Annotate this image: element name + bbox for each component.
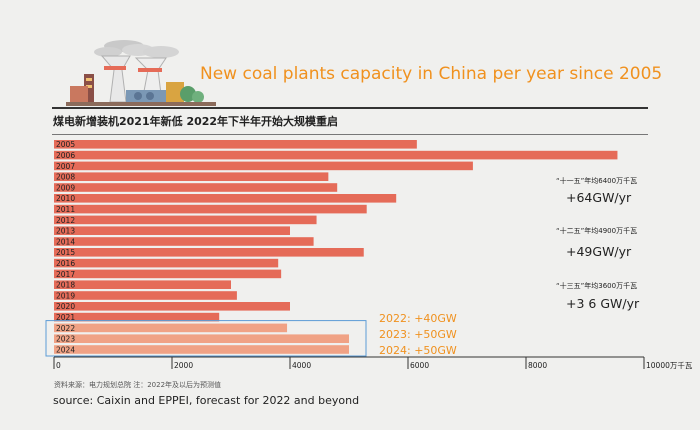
bar-2011 bbox=[54, 204, 367, 214]
forecast-2022-label: 2022: +40GW bbox=[379, 312, 457, 325]
bar-label-2019: 2019 bbox=[56, 291, 75, 300]
bar-label-2008: 2008 bbox=[56, 173, 75, 182]
bar-2022 bbox=[54, 323, 288, 333]
bar-label-2012: 2012 bbox=[56, 216, 75, 225]
bar-2013 bbox=[54, 226, 290, 235]
power-plant-illustration bbox=[66, 40, 216, 106]
plan-11-label-cn: “十一五”年均6400万千瓦 bbox=[556, 177, 638, 185]
x-tick-label-10000: 10000万千瓦 bbox=[646, 360, 693, 370]
plan-13-label-en: +3 6 GW/yr bbox=[566, 296, 640, 311]
bar-2008 bbox=[54, 172, 329, 181]
x-tick-label-0: 0 bbox=[56, 361, 61, 370]
bar-2010 bbox=[54, 194, 397, 203]
bar-label-2020: 2020 bbox=[56, 302, 75, 311]
bar-label-2015: 2015 bbox=[56, 248, 75, 257]
bar-2021 bbox=[54, 312, 220, 322]
bar-2005 bbox=[54, 140, 417, 149]
footnote-cn: 资料来源：电力规划总院 注：2022年及以后为预测值 bbox=[54, 381, 222, 389]
bar-label-2009: 2009 bbox=[56, 183, 75, 192]
bar-label-2010: 2010 bbox=[56, 194, 75, 203]
bar-2014 bbox=[54, 237, 314, 246]
bar-2020 bbox=[54, 302, 290, 311]
plan-12-label-en: +49GW/yr bbox=[566, 244, 632, 259]
plan-13-label-cn: “十三五”年均3600万千瓦 bbox=[556, 282, 638, 290]
bar-label-2006: 2006 bbox=[56, 151, 75, 160]
bar-2024 bbox=[54, 345, 349, 354]
bar-label-2018: 2018 bbox=[56, 281, 75, 290]
source-note: source: Caixin and EPPEI, forecast for 2… bbox=[53, 394, 360, 407]
bar-label-2007: 2007 bbox=[56, 162, 75, 171]
bar-label-2011: 2011 bbox=[56, 205, 75, 214]
bar-2019 bbox=[54, 291, 237, 300]
forecast-2024-label: 2024: +50GW bbox=[379, 344, 457, 357]
bar-label-2016: 2016 bbox=[56, 259, 75, 268]
bar-2018 bbox=[54, 280, 231, 289]
bar-label-2024: 2024 bbox=[56, 345, 75, 354]
bar-2007 bbox=[54, 161, 473, 171]
bar-2012 bbox=[54, 215, 317, 225]
bar-2017 bbox=[54, 269, 282, 279]
x-tick-label-8000: 8000 bbox=[528, 361, 547, 370]
forecast-2023-label: 2023: +50GW bbox=[379, 328, 457, 341]
bar-label-2022: 2022 bbox=[56, 324, 75, 333]
x-tick-label-6000: 6000 bbox=[410, 361, 429, 370]
title-rule bbox=[52, 107, 648, 109]
bar-2006 bbox=[54, 150, 618, 160]
bar-label-2023: 2023 bbox=[56, 335, 75, 344]
bar-label-2013: 2013 bbox=[56, 227, 75, 236]
bar-2016 bbox=[54, 258, 279, 268]
forecast-highlight-box bbox=[45, 320, 367, 357]
chart-subtitle-cn: 煤电新增装机2021年新低 2022年下半年开始大规模重启 bbox=[53, 115, 339, 128]
chart-title-en: New coal plants capacity in China per ye… bbox=[200, 64, 663, 84]
bar-2015 bbox=[54, 248, 364, 257]
x-tick-label-2000: 2000 bbox=[174, 361, 193, 370]
x-tick-label-4000: 4000 bbox=[292, 361, 311, 370]
bar-2023 bbox=[54, 334, 349, 343]
bar-2009 bbox=[54, 183, 338, 192]
plan-11-label-en: +64GW/yr bbox=[566, 190, 632, 205]
plan-12-label-cn: “十二五”年均4900万千瓦 bbox=[556, 227, 638, 235]
bar-label-2021: 2021 bbox=[56, 313, 75, 322]
bar-label-2014: 2014 bbox=[56, 237, 75, 246]
subtitle-rule bbox=[52, 134, 648, 135]
bar-label-2005: 2005 bbox=[56, 140, 75, 149]
bar-label-2017: 2017 bbox=[56, 270, 75, 279]
